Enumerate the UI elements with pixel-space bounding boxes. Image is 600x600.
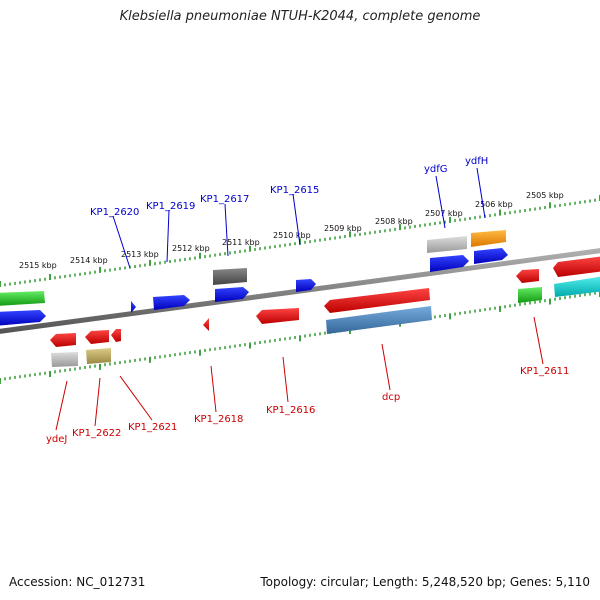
scale-track-upper [0,195,600,287]
gene-arrow [324,288,430,313]
scale-label: 2514 kbp [70,256,108,265]
scale-label: 2509 kbp [324,224,362,233]
scale-labels: 2515 kbp 2514 kbp 2513 kbp 2512 kbp 2511… [19,191,564,270]
gene-label: KP1_2621 [128,422,177,433]
gene-arrow [131,301,136,313]
scale-label: 2506 kbp [475,200,513,209]
gene-arrow [516,269,539,283]
scale-label: 2513 kbp [121,250,159,259]
genome-summary-text: Topology: circular; Length: 5,248,520 bp… [260,575,590,589]
gene-label: KP1_2615 [270,185,319,196]
gene-arrow [213,268,247,285]
gene-label: ydfH [465,156,488,167]
accession-text: Accession: NC_012731 [9,575,146,589]
map-title: Klebsiella pneumoniae NTUH-K2044, comple… [119,9,481,24]
scale-label: 2505 kbp [526,191,564,200]
gene-label: KP1_2622 [72,428,121,439]
gene-label: ydfG [424,164,448,175]
gene-arrow [51,352,78,367]
gene-arrow [256,308,299,324]
gene-arrow [326,306,432,334]
gene-arrow [296,279,316,292]
scale-label: 2515 kbp [19,261,57,270]
scale-label: 2511 kbp [222,238,260,247]
forward-genes [0,230,542,326]
scale-label: 2508 kbp [375,217,413,226]
gene-arrow [85,330,109,344]
gene-arrow [111,329,121,342]
gene-arrow [86,348,111,364]
gene-label: KP1_2617 [200,194,249,205]
gene-label: KP1_2611 [520,366,569,377]
gene-label: dcp [382,392,400,403]
gene-arrow [553,256,600,277]
gene-arrow [474,248,508,264]
gene-arrow [215,287,249,302]
gene-label: KP1_2620 [90,207,139,218]
gene-arrow [471,230,506,247]
gene-arrow [0,310,46,326]
leader-lines [55,167,544,431]
gene-arrow [203,318,209,331]
gene-arrow [430,255,469,272]
gene-arrow [153,295,190,310]
forward-gene-labels: KP1_2620 KP1_2619 KP1_2617 KP1_2615 ydfG… [90,156,488,218]
gene-arrow [554,276,600,297]
gene-arrow [427,236,467,253]
gene-arrow [0,291,45,306]
gene-arrow [50,333,76,347]
scale-label: 2510 kbp [273,231,311,240]
gene-arrow [518,287,542,303]
gene-label: ydeJ [46,434,67,445]
gene-label: KP1_2619 [146,201,195,212]
reverse-genes [50,256,600,367]
gene-label: KP1_2618 [194,414,243,425]
reverse-gene-labels: ydeJ KP1_2622 KP1_2621 KP1_2618 KP1_2616… [46,366,569,445]
scale-label: 2512 kbp [172,244,210,253]
scale-label: 2507 kbp [425,209,463,218]
gene-label: KP1_2616 [266,405,315,416]
